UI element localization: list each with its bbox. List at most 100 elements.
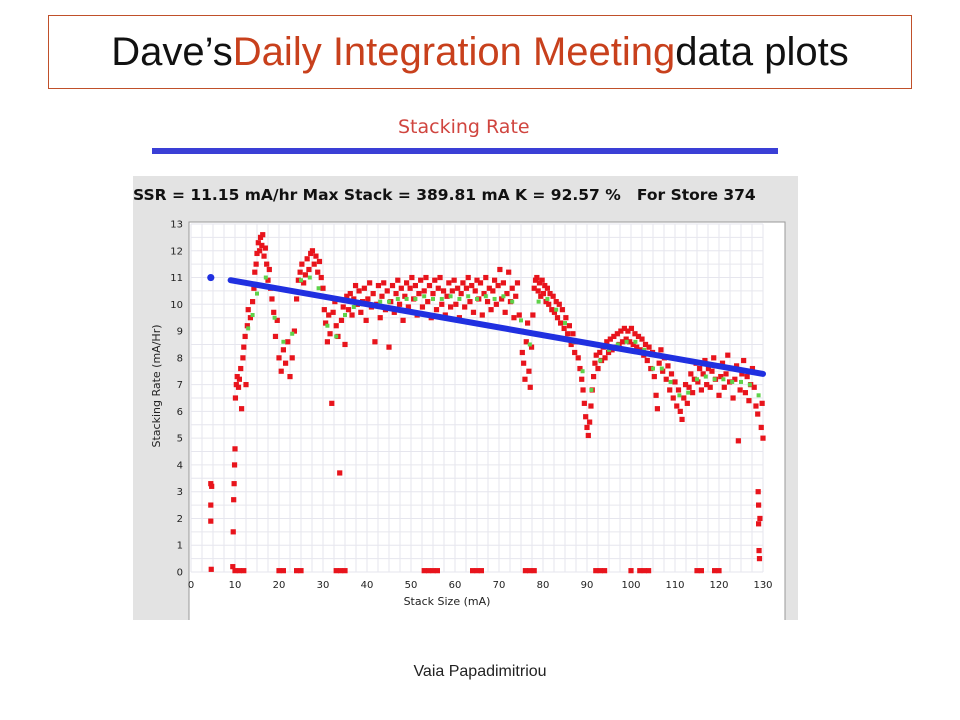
smoothed-point <box>343 313 347 318</box>
smoothed-point <box>404 296 409 301</box>
measured-point <box>532 277 539 283</box>
measured-point <box>698 387 704 393</box>
measured-point <box>462 304 468 310</box>
measured-point <box>340 304 346 310</box>
measured-point <box>423 274 429 281</box>
x-tick-label: 100 <box>621 580 640 591</box>
measured-point <box>486 285 492 291</box>
measured-point <box>707 384 713 390</box>
measured-point <box>405 304 411 310</box>
measured-point <box>584 424 590 431</box>
measured-point <box>759 400 765 406</box>
x-tick-label: 60 <box>449 580 462 591</box>
measured-point <box>668 371 675 377</box>
measured-point <box>308 250 314 257</box>
smoothed-point <box>334 334 339 339</box>
smoothed-point <box>255 291 259 296</box>
x-tick-label: 90 <box>581 580 594 591</box>
measured-point <box>627 339 633 345</box>
measured-point <box>272 333 279 340</box>
measured-point <box>534 274 540 281</box>
measured-point <box>497 266 503 273</box>
measured-point <box>395 277 401 283</box>
measured-point <box>255 240 261 246</box>
measured-point <box>758 424 764 431</box>
measured-point <box>641 568 647 574</box>
measured-point <box>559 307 565 313</box>
measured-point <box>434 568 440 574</box>
measured-point <box>531 285 537 291</box>
measured-point <box>463 285 470 291</box>
smoothed-point <box>615 342 620 347</box>
measured-point <box>276 568 282 574</box>
measured-point <box>446 280 452 286</box>
measured-point <box>506 269 512 275</box>
measured-point <box>526 368 532 374</box>
smoothed-point <box>510 299 515 304</box>
measured-point <box>581 400 587 406</box>
smoothed-point <box>466 294 471 299</box>
smoothed-point <box>686 390 691 395</box>
smoothed-point <box>325 323 330 328</box>
smoothed-point <box>712 377 717 382</box>
measured-point <box>358 309 364 315</box>
measured-point <box>232 568 238 574</box>
measured-point <box>235 384 242 390</box>
measured-point <box>495 282 501 289</box>
measured-point <box>245 307 251 313</box>
measured-point <box>430 568 436 574</box>
measured-point <box>734 363 740 369</box>
measured-point <box>644 357 650 364</box>
measured-point <box>264 261 270 267</box>
measured-point <box>338 317 345 323</box>
measured-point <box>535 288 541 294</box>
smoothed-point <box>422 294 427 299</box>
measured-point <box>301 280 307 286</box>
measured-point <box>460 280 466 286</box>
smoothed-point <box>651 366 655 371</box>
y-tick-label: 13 <box>170 220 183 231</box>
measured-point <box>528 344 535 350</box>
measured-point <box>311 261 317 267</box>
measured-point <box>302 272 308 278</box>
smoothed-point <box>756 393 761 398</box>
measured-point <box>259 242 265 249</box>
x-axis-label: Stack Size (mA) <box>404 595 491 608</box>
measured-point <box>566 323 572 329</box>
measured-point <box>370 291 376 297</box>
measured-point <box>477 280 484 286</box>
measured-point <box>472 288 478 294</box>
smoothed-point <box>457 296 462 301</box>
y-tick-label: 12 <box>170 246 183 257</box>
measured-point <box>549 307 555 313</box>
measured-point <box>690 390 696 396</box>
measured-point <box>718 373 724 380</box>
measured-point <box>694 568 700 574</box>
slide-title: Dave’s Daily Integration Meeting data pl… <box>48 15 912 89</box>
measured-point <box>546 301 552 307</box>
title-suffix: data plots <box>675 29 849 74</box>
measured-point <box>236 568 242 574</box>
measured-point <box>583 414 589 420</box>
measured-point <box>262 245 268 251</box>
measured-point <box>379 293 385 299</box>
measured-point <box>384 288 390 294</box>
measured-point <box>345 307 352 313</box>
measured-point <box>448 304 454 310</box>
measured-point <box>538 293 544 299</box>
measured-point <box>522 568 528 574</box>
x-tick-label: 0 <box>188 580 194 591</box>
stacking-rate-chart: 0 10 20 30 40 50 60 70 80 90 100 110 120 130012345678… <box>150 220 786 620</box>
measured-point <box>393 291 399 297</box>
measured-point <box>363 317 369 323</box>
measured-point <box>561 325 567 331</box>
measured-point <box>329 400 335 406</box>
measured-point <box>547 291 553 297</box>
measured-point <box>323 320 329 326</box>
measured-point <box>556 301 562 307</box>
measured-point <box>704 382 710 388</box>
measured-point <box>513 293 519 299</box>
measured-point <box>440 288 447 294</box>
smoothed-point <box>624 339 629 344</box>
measured-point <box>324 339 330 345</box>
